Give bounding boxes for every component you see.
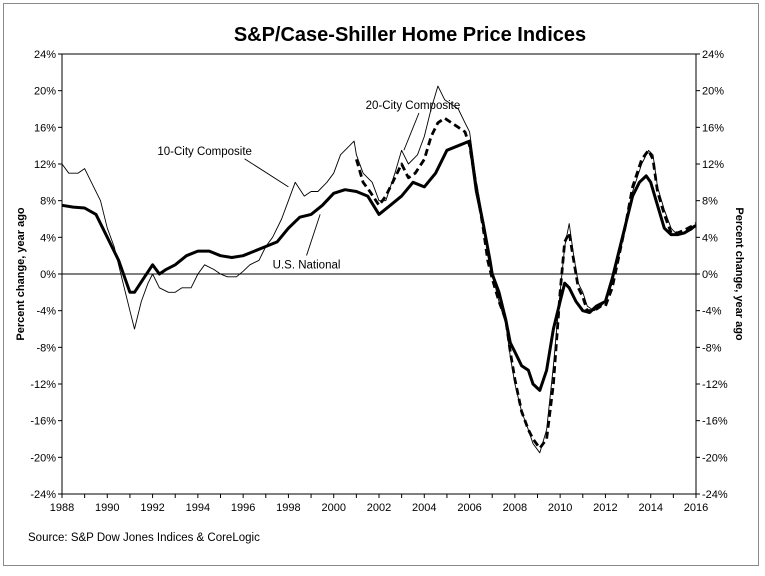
- x-tick-label: 2006: [457, 502, 481, 514]
- y-tick-label-left: 20%: [34, 86, 56, 98]
- x-tick-label: 1994: [186, 502, 210, 514]
- y-tick-label-right: 0%: [702, 269, 718, 281]
- x-tick-label: 1998: [276, 502, 300, 514]
- annotations: 20-City Composite 10-City Composite U.S. N…: [157, 100, 460, 272]
- x-tick-label: 2016: [684, 502, 708, 514]
- y-tick-label-left: 12%: [34, 159, 56, 171]
- y-tick-label-left: 24%: [34, 49, 56, 61]
- x-tick-label: 2004: [412, 502, 436, 514]
- y-axis-label-left: Percent change, year ago: [15, 207, 27, 341]
- y-tick-label-right: 8%: [702, 196, 718, 208]
- y-tick-label-left: -20%: [30, 452, 56, 464]
- annotation-label: 20-City Composite: [366, 100, 461, 112]
- source-note: Source: S&P Dow Jones Indices & CoreLogi…: [28, 532, 260, 544]
- x-tick-label: 1988: [50, 502, 74, 514]
- y-tick-label-left: -16%: [30, 416, 56, 428]
- y-tick-label-left: -4%: [36, 306, 56, 318]
- x-tick-label: 2002: [367, 502, 391, 514]
- x-tick-label: 1996: [231, 502, 255, 514]
- chart-frame: [3, 3, 759, 566]
- annotation-label: U.S. National: [273, 260, 341, 272]
- y-tick-label-left: 4%: [40, 232, 56, 244]
- series-group: [61, 85, 697, 454]
- series-u-s-national: [61, 139, 697, 392]
- y-tick-label-left: -12%: [30, 379, 56, 391]
- y-tick-label-right: -24%: [702, 489, 728, 501]
- y-tick-label-right: 20%: [702, 86, 724, 98]
- y-tick-label-left: 0%: [40, 269, 56, 281]
- y-tick-label-left: -8%: [36, 342, 56, 354]
- y-tick-label-left: 8%: [40, 196, 56, 208]
- annotation-pointer: [403, 112, 420, 151]
- y-tick-label-right: 24%: [702, 49, 724, 61]
- x-tick-label: 2014: [638, 502, 662, 514]
- y-tick-label-left: -24%: [30, 489, 56, 501]
- chart-title: S&P/Case-Shiller Home Price Indices: [234, 24, 586, 46]
- y-tick-label-right: -4%: [702, 306, 722, 318]
- y-tick-label-right: 12%: [702, 159, 724, 171]
- series-20-city-composite: [355, 116, 697, 450]
- x-tick-label: 2012: [593, 502, 617, 514]
- annotation-pointer: [244, 158, 289, 188]
- y-axis-label-right: Percent change, year ago: [733, 207, 745, 341]
- x-tick-label: 2008: [503, 502, 527, 514]
- x-tick-label: 1992: [140, 502, 164, 514]
- x-tick-label: 2010: [548, 502, 572, 514]
- axis-ticks: -24% -24% -20% -20% -16% -16% -12% -12% -8% -8% -4…: [30, 49, 728, 514]
- series-10-city-composite: [61, 85, 697, 454]
- annotation-pointer: [306, 214, 321, 256]
- y-tick-label-right: 16%: [702, 122, 724, 134]
- x-tick-label: 1990: [95, 502, 119, 514]
- annotation-label: 10-City Composite: [157, 146, 252, 158]
- y-tick-label-right: -12%: [702, 379, 728, 391]
- y-tick-label-right: -20%: [702, 452, 728, 464]
- y-tick-label-right: -16%: [702, 416, 728, 428]
- y-tick-label-right: -8%: [702, 342, 722, 354]
- x-tick-label: 2000: [321, 502, 345, 514]
- y-tick-label-left: 16%: [34, 122, 56, 134]
- y-tick-label-right: 4%: [702, 232, 718, 244]
